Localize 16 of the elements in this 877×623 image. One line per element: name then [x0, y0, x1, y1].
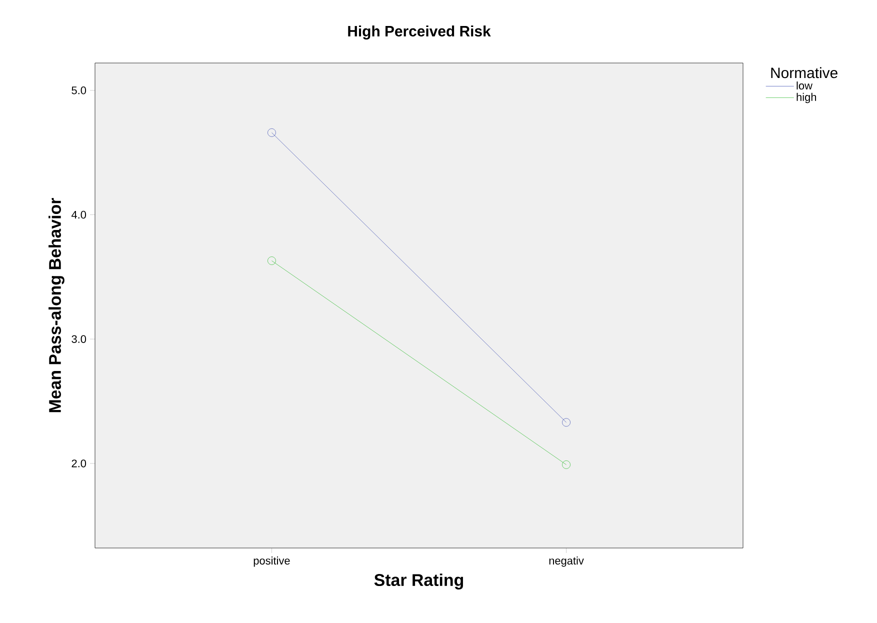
- legend-label: low: [796, 81, 812, 90]
- point: [562, 418, 570, 427]
- y-tick-label: 4.0: [71, 210, 86, 219]
- legend-label: high: [796, 92, 816, 104]
- y-axis-title: Mean Pass-along Behavior: [48, 198, 64, 412]
- point: [268, 128, 276, 137]
- y-tick-label: 3.0: [72, 335, 86, 343]
- point: [268, 256, 276, 265]
- y-tick-label: 2.0: [72, 460, 86, 468]
- y-tick-label: 5.0: [72, 86, 86, 94]
- x-tick-label: negativ: [549, 556, 584, 567]
- point: [562, 460, 570, 469]
- chart-title: High Perceived Risk: [348, 26, 491, 40]
- x-tick-label: positive: [254, 556, 290, 567]
- x-axis-title: Star Rating: [374, 574, 464, 590]
- legend-title: Normative: [771, 67, 838, 78]
